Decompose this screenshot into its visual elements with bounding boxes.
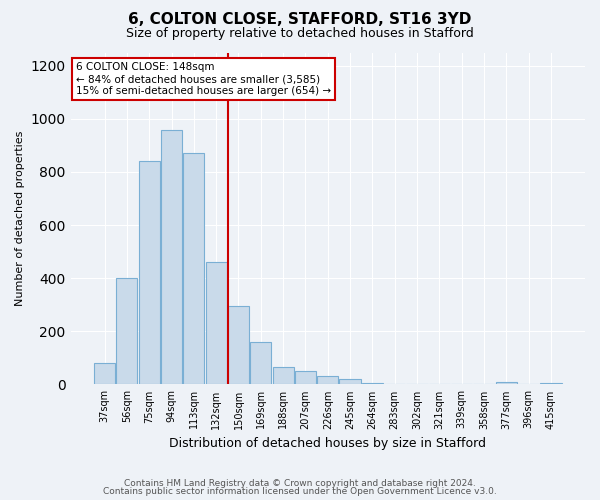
- Text: Contains public sector information licensed under the Open Government Licence v3: Contains public sector information licen…: [103, 487, 497, 496]
- Text: Size of property relative to detached houses in Stafford: Size of property relative to detached ho…: [126, 28, 474, 40]
- Bar: [272, 367, 294, 384]
- Text: 6 COLTON CLOSE: 148sqm
← 84% of detached houses are smaller (3,585)
15% of semi-: 6 COLTON CLOSE: 148sqm ← 84% of detached…: [76, 62, 331, 96]
- Bar: [362, 383, 383, 384]
- Bar: [541, 383, 562, 384]
- Bar: [340, 379, 361, 384]
- Text: Contains HM Land Registry data © Crown copyright and database right 2024.: Contains HM Land Registry data © Crown c…: [124, 478, 476, 488]
- Text: 6, COLTON CLOSE, STAFFORD, ST16 3YD: 6, COLTON CLOSE, STAFFORD, ST16 3YD: [128, 12, 472, 28]
- Bar: [94, 363, 115, 384]
- Bar: [496, 382, 517, 384]
- Bar: [139, 162, 160, 384]
- Bar: [161, 130, 182, 384]
- Bar: [250, 342, 271, 384]
- Bar: [183, 154, 205, 384]
- Bar: [317, 376, 338, 384]
- Y-axis label: Number of detached properties: Number of detached properties: [15, 131, 25, 306]
- Bar: [206, 262, 227, 384]
- Bar: [295, 371, 316, 384]
- Bar: [116, 278, 137, 384]
- Bar: [228, 306, 249, 384]
- X-axis label: Distribution of detached houses by size in Stafford: Distribution of detached houses by size …: [169, 437, 486, 450]
